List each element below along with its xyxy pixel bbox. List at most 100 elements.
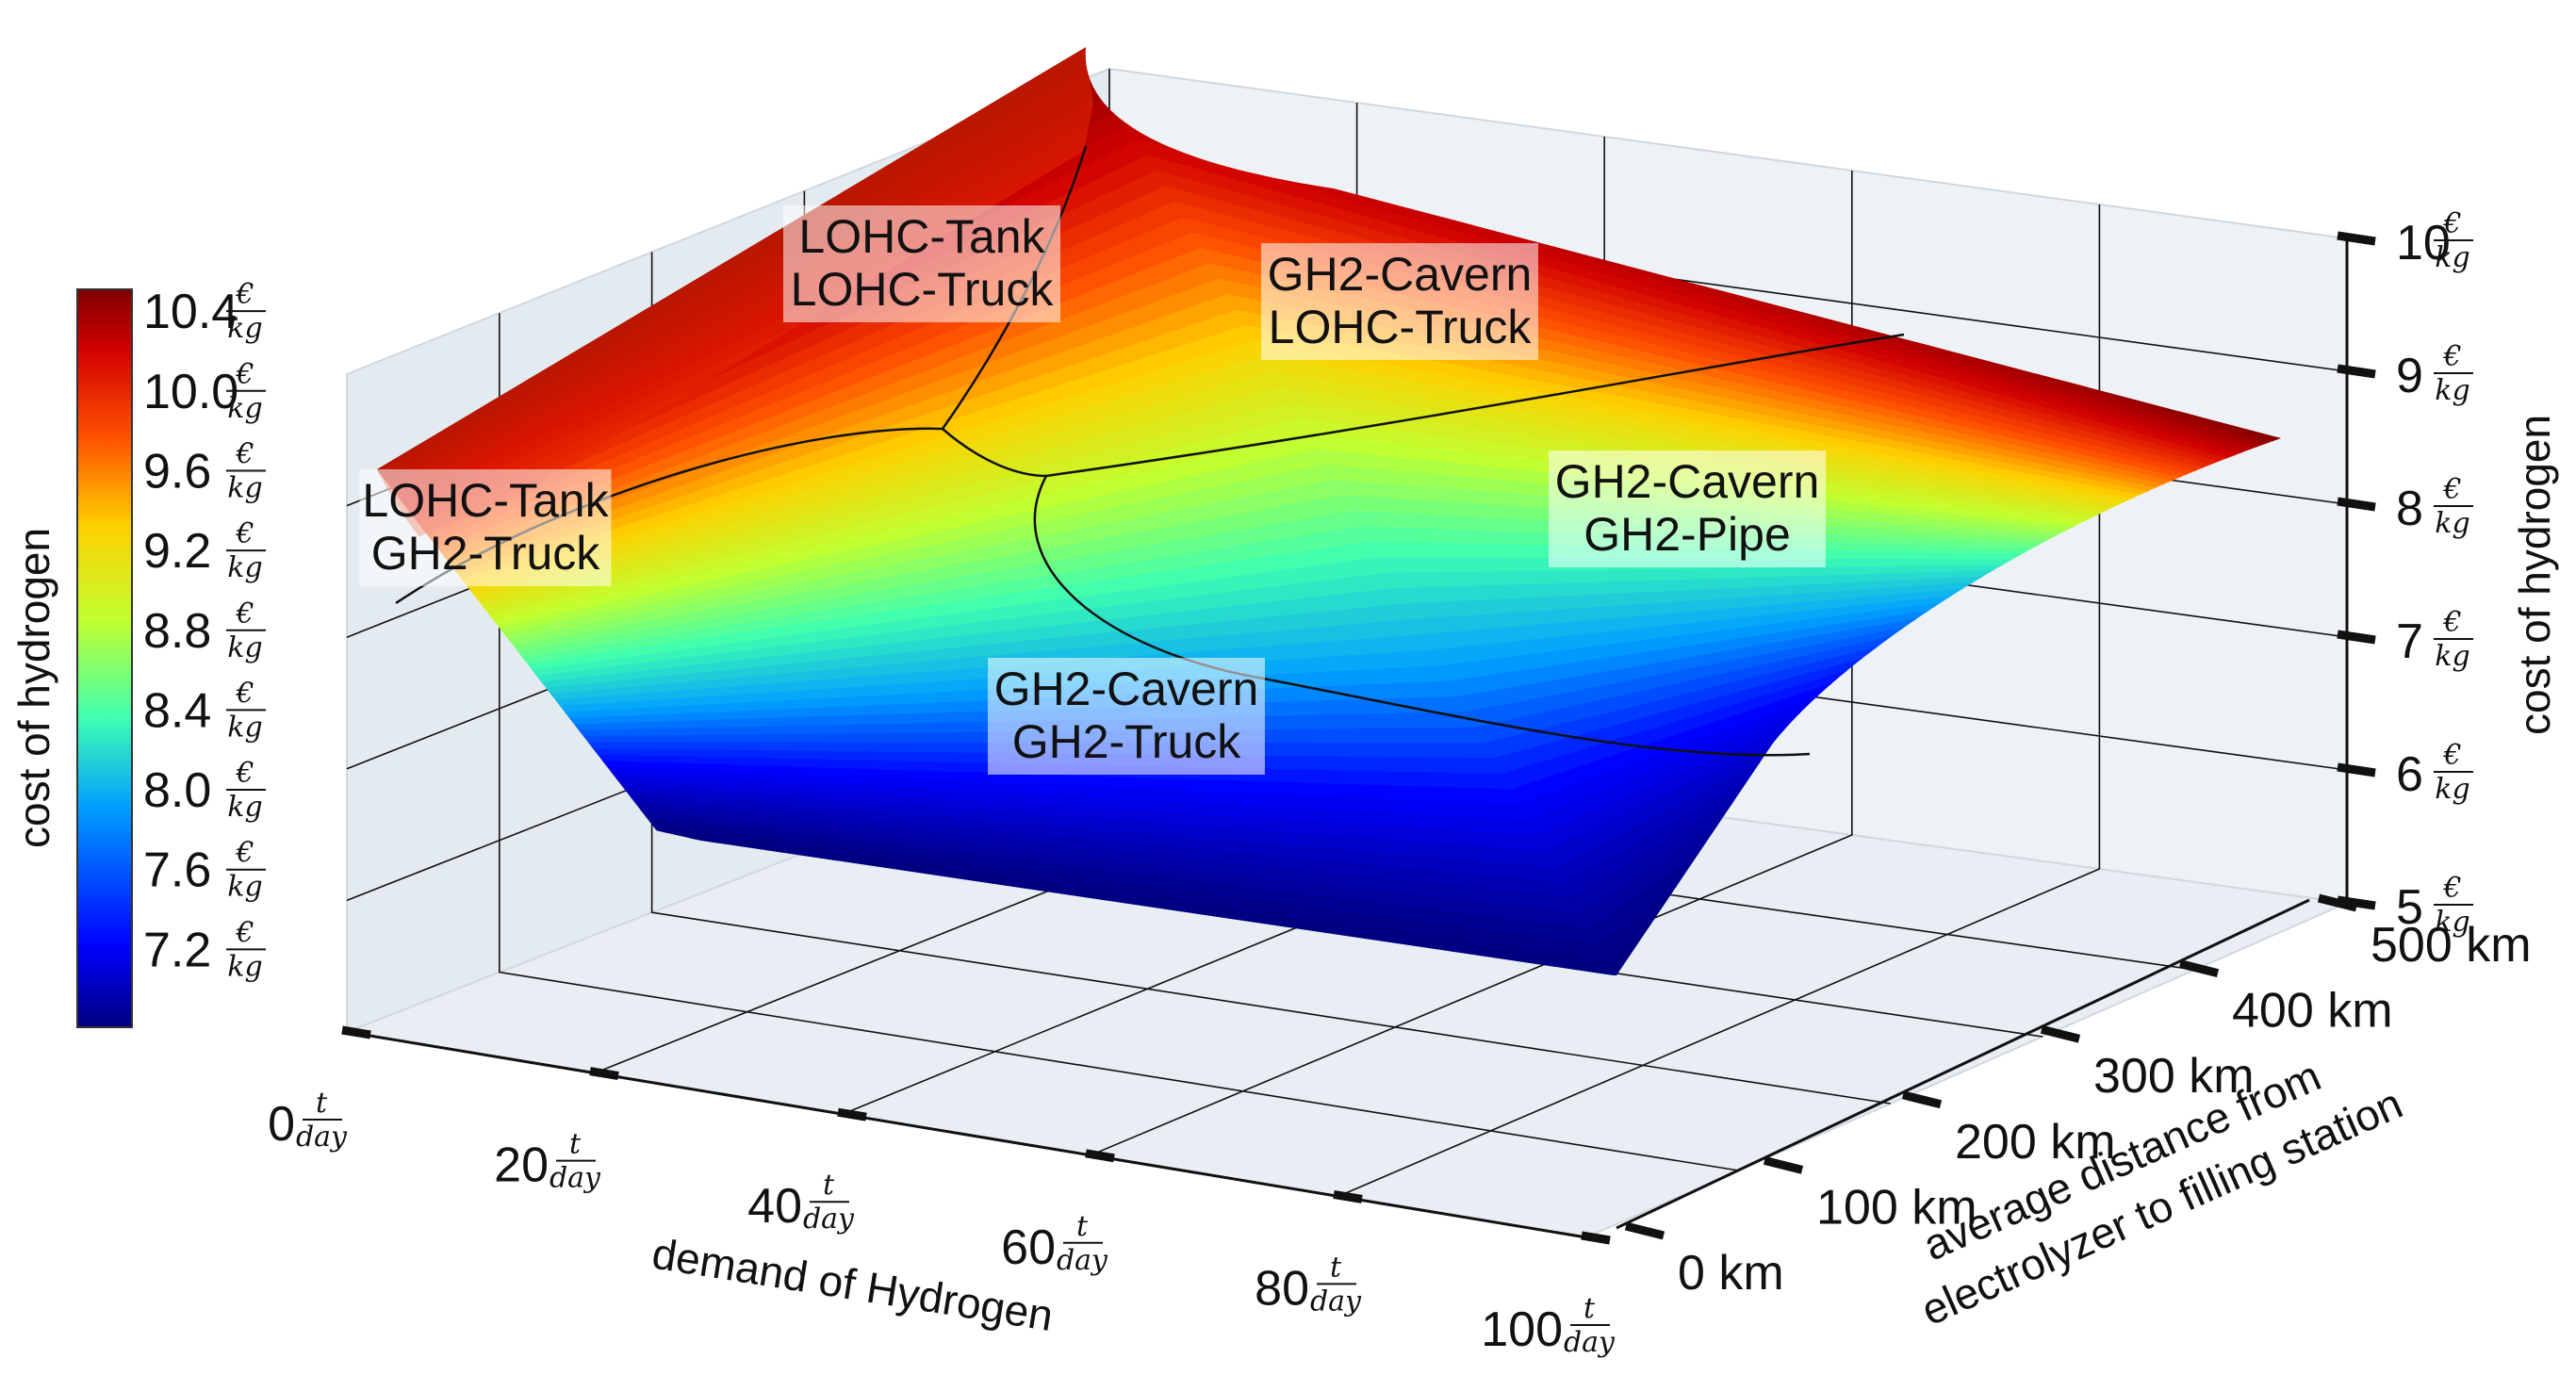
region-label-line: LOHC-Tank xyxy=(362,474,609,527)
z-tick xyxy=(2337,364,2376,379)
unit-denominator: kg xyxy=(227,711,262,744)
x-tick xyxy=(589,1067,619,1081)
unit-numerator: t xyxy=(1076,1210,1089,1243)
boundary-line xyxy=(1045,333,1905,478)
z-tick-label: 5 xyxy=(2396,880,2423,935)
x-tick-label: 40 xyxy=(747,1179,802,1234)
z-tick xyxy=(2337,231,2376,246)
region-label-bg xyxy=(359,469,612,586)
z-tick-label: 10 xyxy=(2396,216,2451,270)
z-tick-unit: €kg xyxy=(2434,207,2473,274)
unit-denominator: kg xyxy=(227,471,262,504)
y-tick xyxy=(1624,1221,1665,1240)
unit-denominator: kg xyxy=(227,631,262,664)
region-label-line: GH2-Cavern xyxy=(994,663,1259,715)
y-tick xyxy=(2178,959,2220,977)
unit-denominator: kg xyxy=(227,392,262,425)
z-axis-title: cost of hydrogen xyxy=(2510,415,2559,735)
z-tick-label: 9 xyxy=(2396,349,2423,403)
unit-numerator: € xyxy=(2442,207,2461,240)
axis-ticks xyxy=(341,231,2376,1245)
unit-numerator: € xyxy=(2442,340,2461,373)
z-tick-label: 8 xyxy=(2396,482,2423,536)
colorbar-gradient xyxy=(76,288,133,1028)
y-axis-line xyxy=(1616,898,2310,1230)
region-label-line: GH2-Cavern xyxy=(1268,248,1533,301)
y-tick xyxy=(2040,1024,2081,1043)
y-tick-label: 0 km xyxy=(1678,1246,1784,1301)
unit-denominator: kg xyxy=(2435,906,2469,939)
colorbar-title: cost of hydrogen xyxy=(9,528,58,848)
unit-numerator: € xyxy=(235,437,254,470)
region-label-bg xyxy=(1261,243,1538,360)
colorbar-tick-unit: €kg xyxy=(226,916,266,983)
y-tick xyxy=(1901,1090,1943,1109)
colorbar-tick-label: 7.6 xyxy=(143,843,211,898)
unit-numerator: t xyxy=(823,1169,835,1202)
region-label-line: LOHC-Truck xyxy=(1269,301,1533,353)
unit-denominator: day xyxy=(550,1162,601,1195)
unit-numerator: t xyxy=(1583,1292,1596,1325)
y-tick-label: 100 km xyxy=(1816,1180,1977,1235)
unit-denominator: kg xyxy=(227,791,262,824)
region-label-bg xyxy=(1549,450,1826,567)
colorbar-tick-unit: €kg xyxy=(226,278,266,345)
unit-denominator: day xyxy=(803,1203,855,1236)
z-tick xyxy=(2337,630,2376,645)
boundary-line xyxy=(1033,475,1811,757)
colorbar-tick-unit: €kg xyxy=(226,757,266,824)
unit-numerator: € xyxy=(235,916,254,949)
region-label-bg xyxy=(988,658,1265,775)
x-tick-label: 60 xyxy=(1001,1220,1056,1275)
x-tick xyxy=(1333,1189,1363,1203)
z-tick-unit: €kg xyxy=(2434,606,2473,673)
unit-numerator: € xyxy=(235,677,254,710)
unit-denominator: kg xyxy=(2435,773,2469,806)
unit-numerator: € xyxy=(2442,473,2461,506)
z-tick-unit: €kg xyxy=(2434,340,2473,407)
colorbar-tick-label: 8.4 xyxy=(143,683,211,738)
y-tick xyxy=(1763,1156,1804,1174)
unit-denominator: day xyxy=(1057,1244,1108,1277)
unit-numerator: t xyxy=(316,1087,328,1120)
z-tick-unit: €kg xyxy=(2434,739,2473,806)
unit-denominator: day xyxy=(1564,1326,1616,1359)
colorbar-tick-label: 7.2 xyxy=(143,923,211,977)
region-label-line: GH2-Cavern xyxy=(1555,455,1820,508)
unit-numerator: € xyxy=(235,517,254,550)
unit-numerator: € xyxy=(2442,606,2461,639)
x-tick-label: 100 xyxy=(1481,1302,1563,1357)
x-axis-line xyxy=(346,1030,1587,1239)
unit-denominator: kg xyxy=(227,871,262,904)
region-label-line: GH2-Truck xyxy=(371,527,601,580)
boundary-line xyxy=(942,428,1047,478)
colorbar-tick-unit: €kg xyxy=(226,358,266,425)
unit-denominator: kg xyxy=(2435,374,2469,407)
region-label-line: GH2-Truck xyxy=(1012,715,1242,768)
z-tick-label: 7 xyxy=(2396,614,2423,669)
region-label-line: LOHC-Tank xyxy=(798,210,1045,263)
z-tick-label: 6 xyxy=(2396,747,2423,802)
region-label-line: GH2-Pipe xyxy=(1583,508,1791,561)
z-tick xyxy=(2337,895,2376,910)
unit-numerator: € xyxy=(235,278,254,311)
unit-numerator: € xyxy=(2442,739,2461,772)
colorbar-tick-label: 10.4 xyxy=(143,285,238,339)
unit-denominator: day xyxy=(1310,1285,1362,1318)
x-tick xyxy=(837,1107,867,1121)
unit-denominator: kg xyxy=(227,950,262,983)
y-tick-label: 400 km xyxy=(2232,984,2393,1039)
colorbar-tick-unit: €kg xyxy=(226,437,266,504)
unit-denominator: kg xyxy=(227,551,262,584)
y-tick-label: 300 km xyxy=(2093,1049,2255,1104)
surface-ridge xyxy=(377,47,1093,547)
